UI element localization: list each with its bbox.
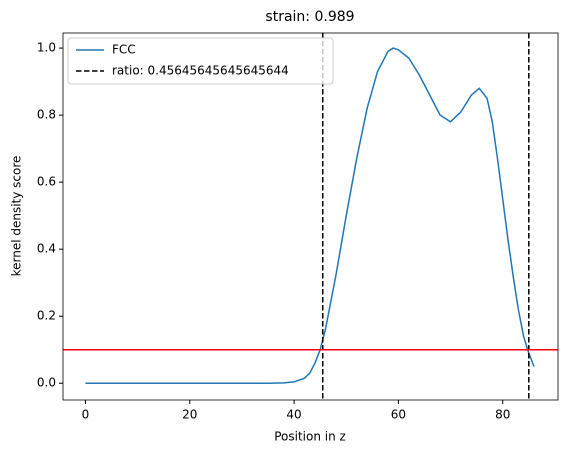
- y-axis-label: kernel density score: [10, 156, 24, 277]
- data-line: [85, 47, 535, 384]
- x-tick-label: 60: [391, 408, 406, 422]
- y-tick-label: 0.4: [37, 242, 56, 256]
- legend-box: [67, 37, 334, 85]
- legend-label: FCC: [112, 43, 136, 57]
- y-tick-label: 1.0: [37, 41, 56, 55]
- x-tick-label: 0: [82, 408, 90, 422]
- y-tick-label: 0.2: [37, 309, 56, 323]
- y-tick-label: 0.0: [37, 376, 56, 390]
- x-axis-label: Position in z: [274, 430, 346, 444]
- x-tick-label: 20: [182, 408, 197, 422]
- x-tick-label: 80: [495, 408, 510, 422]
- legend-label: ratio: 0.45645645645645644: [112, 64, 289, 78]
- chart-title: strain: 0.989: [265, 9, 354, 25]
- y-tick-label: 0.8: [37, 108, 56, 122]
- y-tick-label: 0.6: [37, 175, 56, 189]
- x-tick-label: 40: [286, 408, 301, 422]
- axes-frame: [62, 32, 559, 401]
